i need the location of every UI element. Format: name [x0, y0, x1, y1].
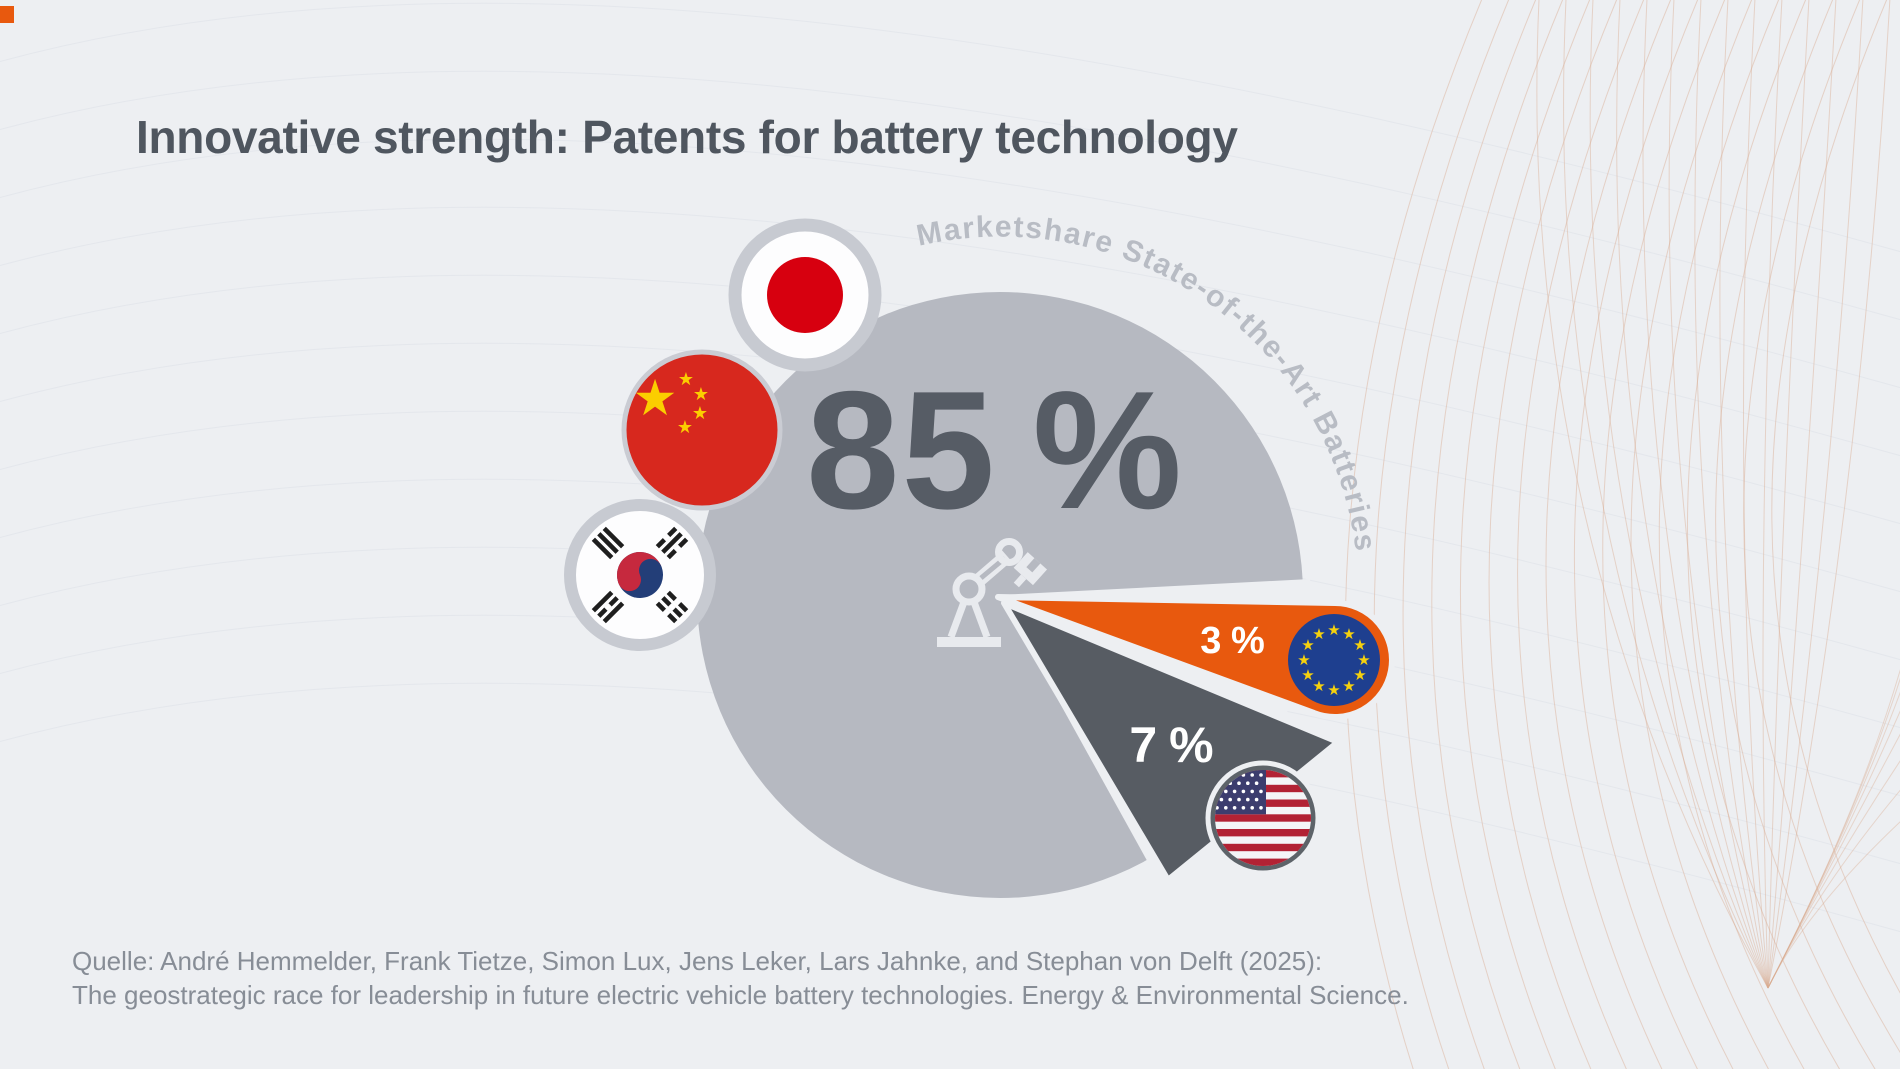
robot-arm-icon	[937, 538, 1048, 647]
majority-value-label: 85 %	[806, 356, 1184, 544]
source-line-2: The geostrategic race for leadership in …	[72, 980, 1409, 1010]
svg-text:★: ★	[1357, 652, 1370, 669]
svg-text:★: ★	[1353, 637, 1366, 654]
svg-text:★: ★	[692, 403, 708, 423]
svg-text:★: ★	[1301, 667, 1314, 684]
source-note: Quelle: André Hemmelder, Frank Tietze, S…	[72, 944, 1409, 1012]
logo-mark	[0, 6, 14, 23]
china-flag-icon: ★ ★ ★ ★ ★	[621, 349, 783, 511]
eu-flag-icon: ★★★★★★★★★ ★ ★★	[1288, 614, 1380, 706]
svg-text:★: ★	[1342, 678, 1355, 695]
svg-text:★: ★	[693, 384, 709, 404]
svg-text:★: ★	[677, 417, 693, 437]
svg-text:★: ★	[1301, 637, 1314, 654]
eu-value-label: 3 %	[1200, 620, 1266, 662]
svg-text:★: ★	[633, 370, 678, 426]
source-line-1: Quelle: André Hemmelder, Frank Tietze, S…	[72, 946, 1323, 976]
usa-flag-icon	[1215, 770, 1311, 866]
svg-text:★: ★	[1342, 626, 1355, 643]
eu-slice: ★★★★★★★★★ ★ ★★ 3 %	[995, 594, 1395, 720]
japan-flag-icon	[728, 218, 882, 372]
svg-text:★: ★	[678, 369, 694, 389]
svg-text:★: ★	[1297, 652, 1310, 669]
svg-text:★: ★	[1327, 682, 1340, 699]
svg-text:★: ★	[1312, 626, 1325, 643]
usa-slice: 7 %	[1001, 600, 1341, 883]
usa-value-label: 7 %	[1129, 717, 1214, 773]
svg-text:★: ★	[1353, 667, 1366, 684]
svg-text:★: ★	[1327, 622, 1340, 639]
south-korea-flag-icon	[564, 499, 716, 651]
page-title: Innovative strength: Patents for battery…	[136, 111, 1238, 163]
svg-text:★: ★	[1312, 678, 1325, 695]
